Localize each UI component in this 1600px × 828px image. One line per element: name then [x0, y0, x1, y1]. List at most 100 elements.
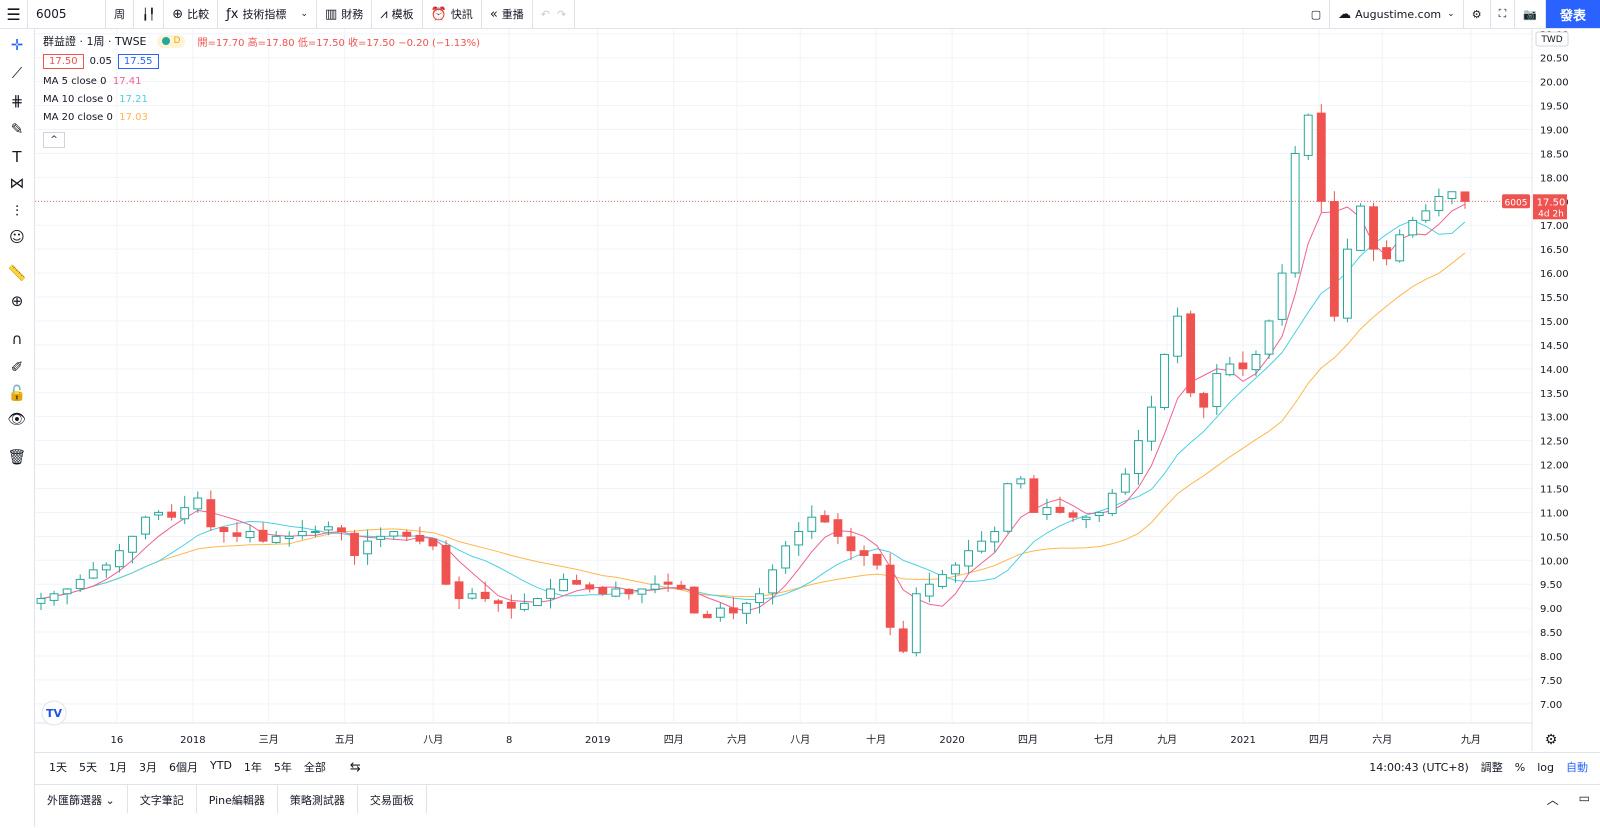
indicators-button[interactable]: ƒx 技術指標 ⌄: [218, 0, 317, 28]
interval-button[interactable]: 周: [106, 0, 134, 28]
bid-price[interactable]: 17.50: [43, 53, 84, 69]
layout-button[interactable]: ▢: [1303, 0, 1331, 28]
alert-button[interactable]: ⏰ 快訊: [423, 0, 482, 28]
undo-button[interactable]: ↶ ↷: [533, 0, 576, 28]
candle: [859, 545, 869, 567]
ask-price[interactable]: 17.55: [117, 53, 159, 69]
auto-button[interactable]: 自動: [1566, 761, 1588, 774]
candle: [88, 561, 98, 579]
snapshot-button[interactable]: 📷: [1515, 0, 1546, 28]
templates-button[interactable]: ⩘ 模板: [372, 0, 423, 28]
bid-ask-row: 17.50 0.05 17.55: [43, 50, 480, 72]
fullscreen-icon: ⛶: [1498, 7, 1507, 20]
candle-body: [533, 598, 542, 607]
range-button[interactable]: 5天: [79, 761, 97, 774]
log-button[interactable]: log: [1537, 760, 1554, 774]
currency-select-box: [1535, 31, 1569, 47]
candle: [167, 504, 177, 521]
tradingview-logo[interactable]: TV: [41, 700, 67, 726]
chevron-up-icon[interactable]: ︿: [1546, 793, 1559, 807]
range-button[interactable]: 5年: [273, 761, 292, 774]
candle: [415, 526, 425, 545]
panel-tab[interactable]: 交易面板: [358, 785, 427, 813]
candle: [833, 513, 843, 545]
publish-button[interactable]: 發表: [1545, 0, 1600, 28]
unlock-icon[interactable]: 🔓: [7, 384, 27, 402]
delay-badge-label: D: [173, 36, 181, 46]
range-button[interactable]: 1年: [243, 761, 262, 774]
currency-select[interactable]: TWD: [1535, 31, 1569, 47]
candle-body: [506, 601, 516, 609]
candle-body: [624, 588, 634, 595]
panel-tab[interactable]: 策略測試器: [278, 785, 358, 813]
candle-body: [232, 532, 242, 537]
axis-settings-icon[interactable]: ⚙: [1545, 732, 1558, 748]
ma10-legend[interactable]: MA 10 close 0 17.21: [43, 90, 480, 108]
candle: [1369, 202, 1378, 261]
compare-button[interactable]: ⊕ 比較: [164, 0, 219, 28]
candle: [506, 594, 516, 619]
replay-button[interactable]: «重播: [482, 0, 533, 28]
price-chart[interactable]: 7.00 7.50 8.00 8.50 9.00 9.50 10.00 10.50 11.00 1…: [35, 29, 1600, 751]
smiley-icon[interactable]: ☺: [9, 228, 25, 246]
time-tick-label: 八月: [790, 734, 810, 746]
range-button[interactable]: 3月: [139, 761, 157, 774]
ma20-legend[interactable]: MA 20 close 0 17.03: [43, 108, 480, 126]
zoom-in-icon[interactable]: ⊕: [10, 292, 24, 310]
candle: [62, 588, 72, 605]
candle-body: [1460, 191, 1470, 202]
candle: [1147, 395, 1156, 451]
adjust-button[interactable]: 調整: [1480, 761, 1503, 774]
pitchfork-icon[interactable]: ⋕: [10, 92, 24, 110]
panel-tab[interactable]: Pine編輯器: [197, 785, 278, 813]
trendline-icon[interactable]: ⟋: [11, 64, 23, 82]
panel-tab[interactable]: 外匯篩選器 ⌄: [35, 785, 128, 813]
legend-collapse-button[interactable]: ^: [43, 132, 65, 148]
goto-date-icon[interactable]: ⇆: [349, 759, 361, 775]
legend-title[interactable]: 群益證 · 1周 · TWSE: [43, 35, 147, 48]
ma5-legend[interactable]: MA 5 close 0 17.41: [43, 72, 480, 90]
ruler-icon[interactable]: 📏: [7, 264, 27, 282]
pattern-icon[interactable]: ⋈: [9, 174, 25, 192]
delay-badge[interactable]: D: [156, 34, 186, 48]
candle: [232, 522, 242, 542]
account-button[interactable]: ☁ Augustime.com ⌄: [1330, 0, 1464, 28]
range-button[interactable]: YTD: [210, 759, 232, 772]
candle-body: [1421, 210, 1431, 221]
magnet-icon[interactable]: ∩: [11, 330, 23, 348]
brush-icon[interactable]: ✎: [10, 120, 24, 138]
crosshair-icon[interactable]: ✛: [10, 36, 24, 54]
prediction-icon[interactable]: ⫶: [15, 202, 19, 220]
range-button[interactable]: 1月: [109, 761, 127, 774]
time-tick-label: 四月: [1309, 734, 1329, 746]
candle-style-button[interactable]: ╽╿: [134, 0, 165, 28]
maximize-icon[interactable]: ▭: [1578, 791, 1590, 805]
price-axis[interactable]: 7.00 7.50 8.00 8.50 9.00 9.50 10.00 10.50 11.00 1…: [1540, 30, 1569, 711]
financials-button[interactable]: ▥ 財務: [317, 0, 373, 28]
settings-button[interactable]: ⚙: [1464, 0, 1491, 28]
price-badge-text: 17.50: [1537, 197, 1566, 208]
range-button[interactable]: 全部: [303, 761, 326, 774]
text-icon[interactable]: T: [12, 148, 22, 166]
candle: [337, 525, 346, 541]
panel-tab[interactable]: 文字筆記: [128, 785, 197, 813]
candle: [676, 581, 686, 590]
candle-body: [728, 607, 738, 614]
trash-icon[interactable]: 🗑: [7, 448, 27, 466]
candle: [1107, 489, 1117, 517]
menu-icon[interactable]: ☰: [0, 0, 28, 28]
candle-body: [755, 593, 764, 604]
range-button[interactable]: 6個月: [169, 761, 198, 774]
candle-body: [1395, 234, 1405, 262]
candle: [1160, 353, 1169, 411]
eye-icon[interactable]: 👁: [7, 410, 27, 428]
clock-time[interactable]: 14:00:43 (UTC+8): [1369, 760, 1469, 774]
candle-body: [833, 519, 843, 537]
symbol-search-input[interactable]: 6005: [28, 0, 106, 28]
range-button[interactable]: 1天: [49, 761, 67, 774]
percent-button[interactable]: %: [1514, 760, 1526, 774]
candle-body: [206, 499, 216, 528]
fullscreen-button[interactable]: ⛶: [1491, 0, 1516, 28]
time-axis[interactable]: 16 2018 三月 五月 八月 8 2019 四月 六月 八月 十月 2020 四月 七月 九月 2021 四…: [111, 733, 1481, 746]
pencil-lock-icon[interactable]: ✐: [10, 358, 24, 376]
